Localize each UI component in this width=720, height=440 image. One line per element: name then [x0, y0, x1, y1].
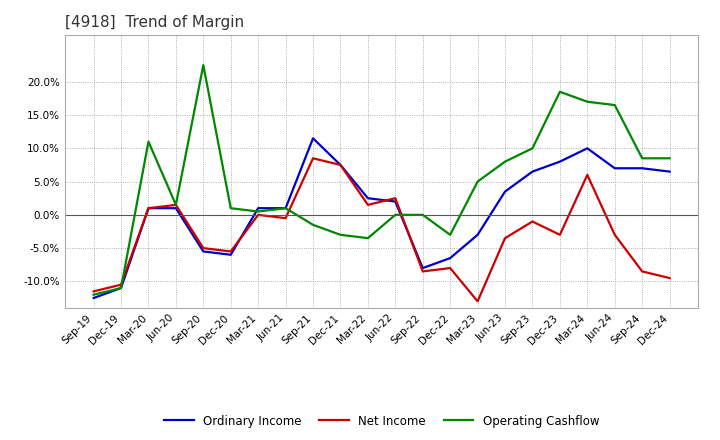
Operating Cashflow	[336, 232, 345, 238]
Net Income	[336, 162, 345, 168]
Ordinary Income	[500, 189, 509, 194]
Operating Cashflow	[226, 205, 235, 211]
Operating Cashflow	[364, 235, 372, 241]
Net Income	[226, 249, 235, 254]
Net Income	[117, 282, 125, 287]
Operating Cashflow	[199, 62, 207, 68]
Ordinary Income	[254, 205, 263, 211]
Net Income	[89, 289, 98, 294]
Text: [4918]  Trend of Margin: [4918] Trend of Margin	[65, 15, 244, 30]
Operating Cashflow	[254, 209, 263, 214]
Ordinary Income	[391, 199, 400, 204]
Net Income	[418, 269, 427, 274]
Ordinary Income	[473, 232, 482, 238]
Operating Cashflow	[446, 232, 454, 238]
Operating Cashflow	[583, 99, 592, 104]
Operating Cashflow	[391, 212, 400, 217]
Ordinary Income	[226, 252, 235, 257]
Net Income	[144, 205, 153, 211]
Ordinary Income	[556, 159, 564, 164]
Net Income	[254, 212, 263, 217]
Ordinary Income	[89, 295, 98, 301]
Net Income	[611, 232, 619, 238]
Ordinary Income	[583, 146, 592, 151]
Net Income	[171, 202, 180, 208]
Ordinary Income	[446, 256, 454, 261]
Net Income	[446, 265, 454, 271]
Ordinary Income	[199, 249, 207, 254]
Net Income	[199, 246, 207, 251]
Operating Cashflow	[638, 156, 647, 161]
Operating Cashflow	[309, 222, 318, 227]
Operating Cashflow	[171, 202, 180, 208]
Ordinary Income	[309, 136, 318, 141]
Operating Cashflow	[556, 89, 564, 95]
Operating Cashflow	[665, 156, 674, 161]
Net Income	[391, 195, 400, 201]
Net Income	[556, 232, 564, 238]
Ordinary Income	[364, 195, 372, 201]
Line: Ordinary Income: Ordinary Income	[94, 138, 670, 298]
Legend: Ordinary Income, Net Income, Operating Cashflow: Ordinary Income, Net Income, Operating C…	[164, 414, 599, 428]
Ordinary Income	[418, 265, 427, 271]
Operating Cashflow	[144, 139, 153, 144]
Ordinary Income	[638, 165, 647, 171]
Net Income	[282, 216, 290, 221]
Ordinary Income	[282, 205, 290, 211]
Operating Cashflow	[500, 159, 509, 164]
Net Income	[473, 299, 482, 304]
Net Income	[528, 219, 537, 224]
Operating Cashflow	[117, 286, 125, 291]
Net Income	[665, 275, 674, 281]
Ordinary Income	[611, 165, 619, 171]
Net Income	[500, 235, 509, 241]
Operating Cashflow	[611, 103, 619, 108]
Line: Net Income: Net Income	[94, 158, 670, 301]
Operating Cashflow	[528, 146, 537, 151]
Ordinary Income	[171, 205, 180, 211]
Operating Cashflow	[89, 292, 98, 297]
Net Income	[583, 172, 592, 178]
Net Income	[309, 156, 318, 161]
Ordinary Income	[144, 205, 153, 211]
Ordinary Income	[665, 169, 674, 174]
Net Income	[364, 202, 372, 208]
Operating Cashflow	[282, 205, 290, 211]
Operating Cashflow	[418, 212, 427, 217]
Ordinary Income	[336, 162, 345, 168]
Operating Cashflow	[473, 179, 482, 184]
Ordinary Income	[528, 169, 537, 174]
Line: Operating Cashflow: Operating Cashflow	[94, 65, 670, 295]
Ordinary Income	[117, 286, 125, 291]
Net Income	[638, 269, 647, 274]
